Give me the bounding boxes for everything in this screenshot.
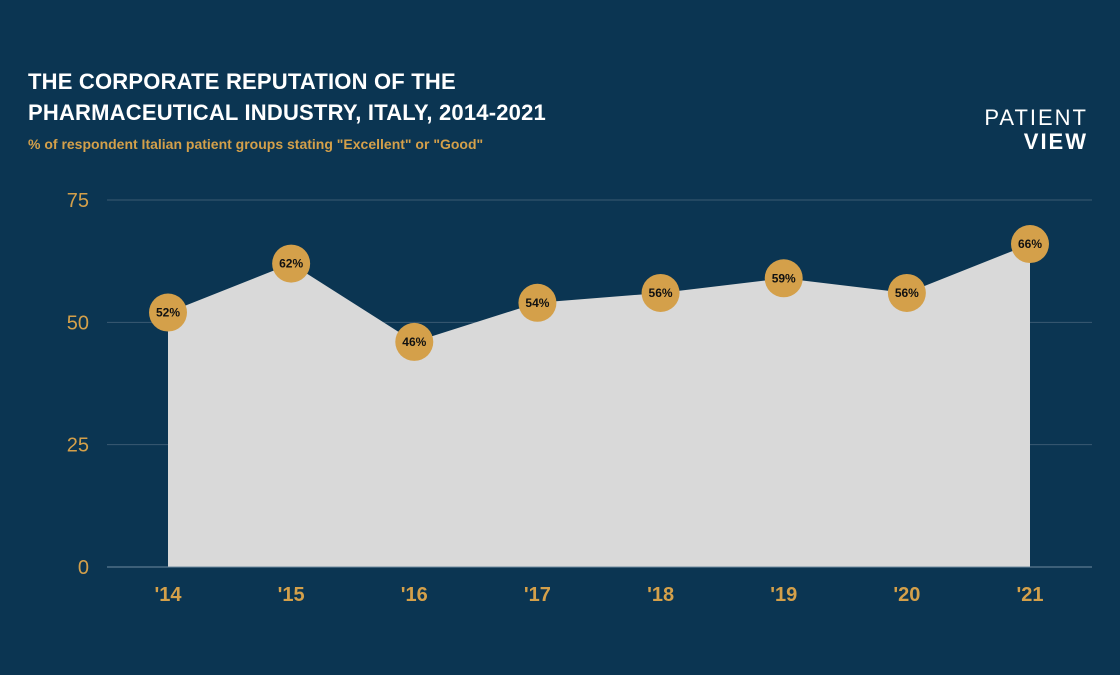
data-label-5: 59%: [772, 271, 796, 285]
x-tick-label-1: '15: [278, 584, 305, 606]
logo-text-patient: PATIENT: [984, 105, 1088, 130]
logo-text-view: VIEW: [1023, 129, 1088, 154]
data-point-2: [395, 322, 434, 361]
data-point-0: [149, 293, 187, 332]
chart-title-line-2: PHARMACEUTICAL INDUSTRY, ITALY, 2014-202…: [28, 100, 546, 125]
data-label-3: 54%: [525, 296, 549, 310]
data-point-4: [641, 273, 680, 312]
patientview-logo: PATIENT VIEW: [984, 106, 1088, 154]
x-tick-label-7: '21: [1016, 584, 1043, 606]
x-tick-label-6: '20: [893, 584, 920, 606]
data-point-7: [1011, 225, 1049, 264]
x-tick-label-0: '14: [154, 584, 182, 606]
x-tick-label-2: '16: [401, 584, 428, 606]
data-label-0: 52%: [156, 306, 180, 320]
area-series: [168, 244, 1030, 568]
chart-title-block: THE CORPORATE REPUTATION OF THE PHARMACE…: [28, 66, 728, 152]
y-tick-label-75: 75: [67, 190, 89, 212]
data-point-3: [518, 283, 557, 322]
data-point-1: [272, 244, 311, 283]
y-tick-label-50: 50: [67, 312, 89, 334]
chart-title-line-1: THE CORPORATE REPUTATION OF THE: [28, 69, 456, 94]
data-label-2: 46%: [402, 335, 426, 349]
y-tick-label-0: 0: [78, 557, 89, 579]
x-tick-label-3: '17: [524, 584, 551, 606]
data-point-5: [764, 259, 803, 298]
x-tick-label-5: '19: [770, 584, 797, 606]
chart-subtitle: % of respondent Italian patient groups s…: [28, 136, 484, 152]
data-point-6: [887, 273, 926, 312]
x-tick-label-4: '18: [647, 584, 674, 606]
data-label-7: 66%: [1018, 237, 1042, 251]
y-tick-label-25: 25: [67, 435, 89, 457]
data-label-4: 56%: [649, 286, 673, 300]
data-label-1: 62%: [279, 257, 303, 271]
data-label-6: 56%: [895, 286, 919, 300]
